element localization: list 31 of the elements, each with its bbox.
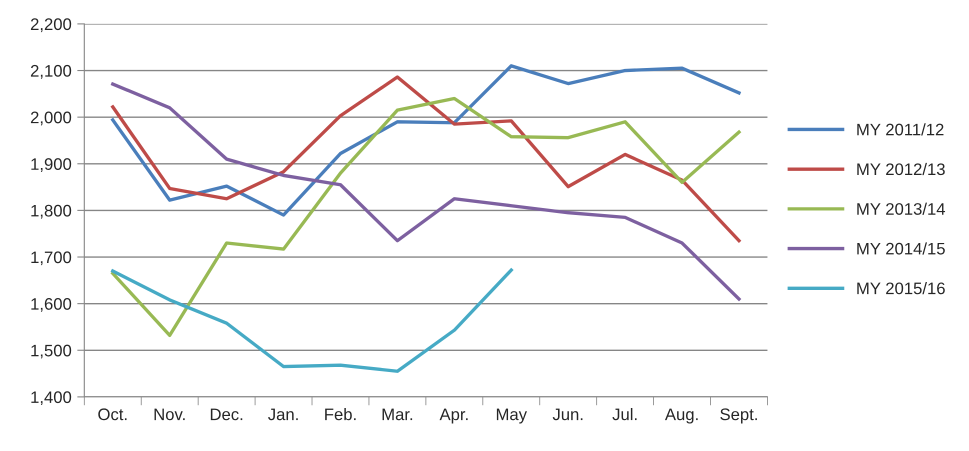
y-tick-label: 1,700 [31, 251, 72, 266]
x-tick-label: Jan. [268, 408, 298, 420]
y-tick-label: 1,900 [31, 158, 72, 172]
y-tick-label: 1,800 [31, 204, 72, 219]
line-series [111, 82, 741, 301]
y-tick-label: 2,200 [30, 18, 72, 32]
legend-label: MY 2013/14 [857, 202, 946, 215]
y-tick-label: 1,500 [31, 344, 72, 358]
x-tick-label: Jun. [552, 408, 582, 420]
legend-label: MY 2014/15 [857, 242, 945, 255]
y-tick-label: 2,100 [30, 64, 72, 79]
line-series [111, 64, 741, 217]
line-series [111, 96, 741, 338]
x-tick-label: Jul. [612, 408, 637, 420]
line-series [111, 75, 741, 242]
x-tick-label: Feb. [325, 408, 356, 420]
x-tick-label: Nov. [154, 408, 185, 420]
y-tick-label: 1,600 [31, 298, 72, 312]
line-series [111, 268, 513, 373]
x-tick-label: Dec. [210, 408, 242, 420]
y-tick-label: 2,000 [30, 112, 72, 126]
x-tick-label: Apr. [440, 408, 468, 424]
x-tick-label: Sept. [720, 408, 757, 424]
x-tick-label: May [496, 408, 527, 424]
legend-label: MY 2012/13 [857, 162, 945, 176]
x-tick-label: Oct. [98, 408, 127, 420]
x-tick-label: Mar. [382, 408, 412, 420]
legend-label: MY 2015/16 [857, 282, 945, 294]
legend-label: MY 2011/12 [857, 123, 944, 136]
x-tick-label: Aug. [664, 408, 698, 424]
y-tick-label: 1,400 [31, 391, 72, 406]
